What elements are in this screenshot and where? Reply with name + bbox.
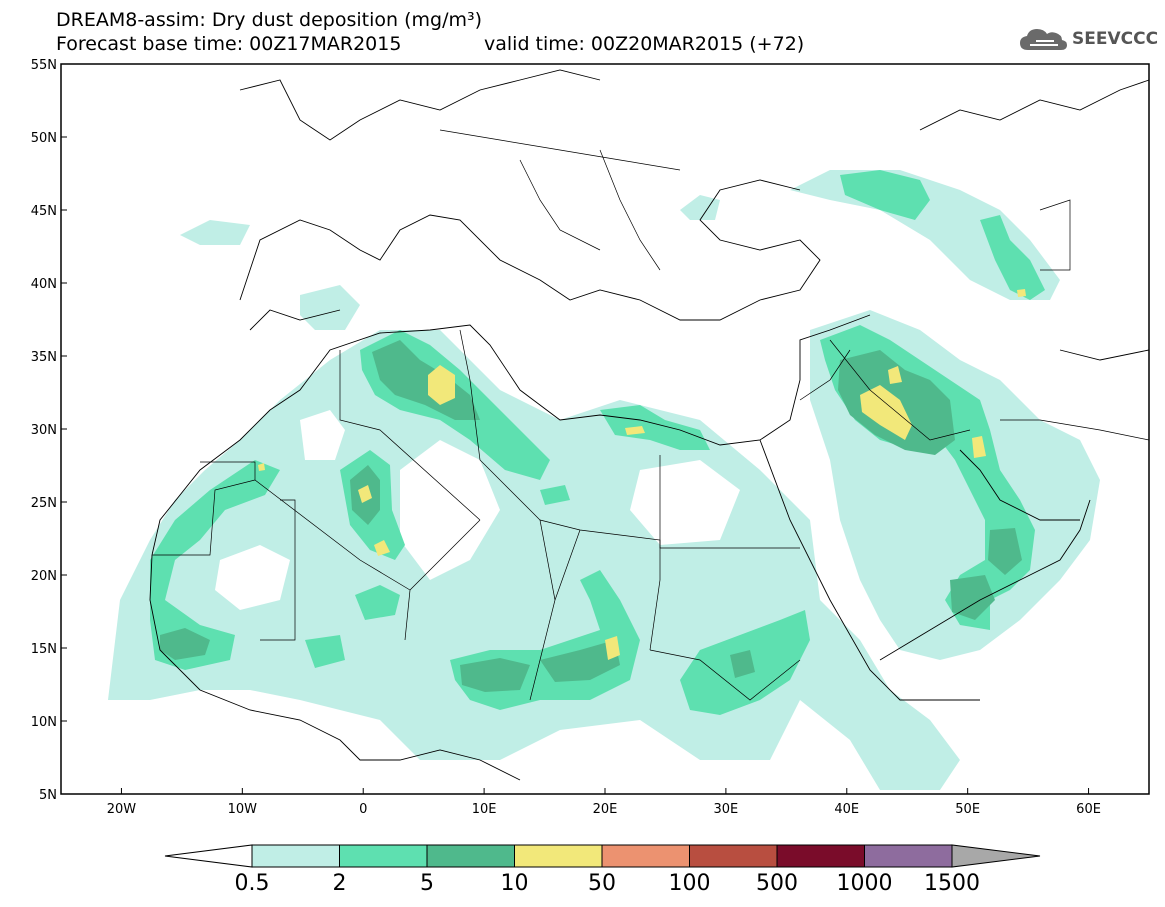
colorbar-label: 50 [588, 871, 616, 896]
lon-tick-label: 60E [1076, 802, 1101, 817]
logo-text: SEEVCCC [1072, 29, 1159, 49]
lat-tick-label: 55N [31, 58, 57, 73]
lon-tick-label: 20E [593, 802, 618, 817]
lon-tick-label: 30E [714, 802, 739, 817]
valid-time: valid time: 00Z20MAR2015 (+72) [484, 33, 805, 55]
lat-tick-label: 35N [31, 350, 57, 365]
lat-tick-label: 50N [31, 131, 57, 146]
colorbar-label: 1500 [924, 871, 980, 896]
lat-tick-label: 10N [31, 715, 57, 730]
colorbar-label: 5 [420, 871, 434, 896]
lat-tick-label: 15N [31, 642, 57, 657]
seevccc-logo: SEEVCCC [1018, 26, 1158, 52]
lon-tick-label: 10E [472, 802, 497, 817]
lat-tick-label: 30N [31, 423, 57, 438]
lon-tick-label: 10W [228, 802, 258, 817]
lon-tick-label: 0 [359, 802, 367, 817]
colorbar-swatch [601, 844, 690, 868]
country-borders [152, 129, 1149, 701]
colorbar-swatch [689, 844, 778, 868]
colorbar-swatch [251, 844, 340, 868]
cloud-icon [1020, 29, 1067, 50]
colorbar-swatch [776, 844, 865, 868]
colorbar-label: 500 [756, 871, 798, 896]
coastlines [149, 69, 1149, 781]
longitude-axis: 20W 10W 0 10E 20E 30E 40E 50E 60E [107, 788, 1101, 817]
colorbar-label: 1000 [837, 871, 893, 896]
deposition-gaps [215, 410, 740, 610]
deposition-field-10 [258, 289, 1026, 660]
lon-tick-label: 40E [834, 802, 859, 817]
colorbar-swatch [864, 844, 953, 868]
colorbar-swatch [514, 844, 603, 868]
colorbar-label: 10 [501, 871, 529, 896]
latitude-axis: 55N 50N 45N 40N 35N 30N 25N 20N 15N 10N 5N [31, 58, 67, 803]
lat-tick-label: 5N [39, 788, 57, 803]
lat-tick-label: 40N [31, 277, 57, 292]
colorbar-label: 0.5 [235, 871, 270, 896]
lat-tick-label: 25N [31, 496, 57, 511]
forecast-base-time: Forecast base time: 00Z17MAR2015 [56, 33, 402, 55]
colorbar-label: 100 [669, 871, 711, 896]
map-title: DREAM8-assim: Dry dust deposition (mg/m³… [56, 9, 483, 31]
colorbar-under-triangle [164, 844, 253, 868]
colorbar-swatch [339, 844, 428, 868]
colorbar-label: 2 [333, 871, 347, 896]
colorbar-over-triangle [951, 844, 1041, 868]
lat-tick-label: 45N [31, 204, 57, 219]
colorbar-swatch [426, 844, 515, 868]
lon-tick-label: 50E [955, 802, 980, 817]
lon-tick-label: 20W [107, 802, 137, 817]
lat-tick-label: 20N [31, 569, 57, 584]
